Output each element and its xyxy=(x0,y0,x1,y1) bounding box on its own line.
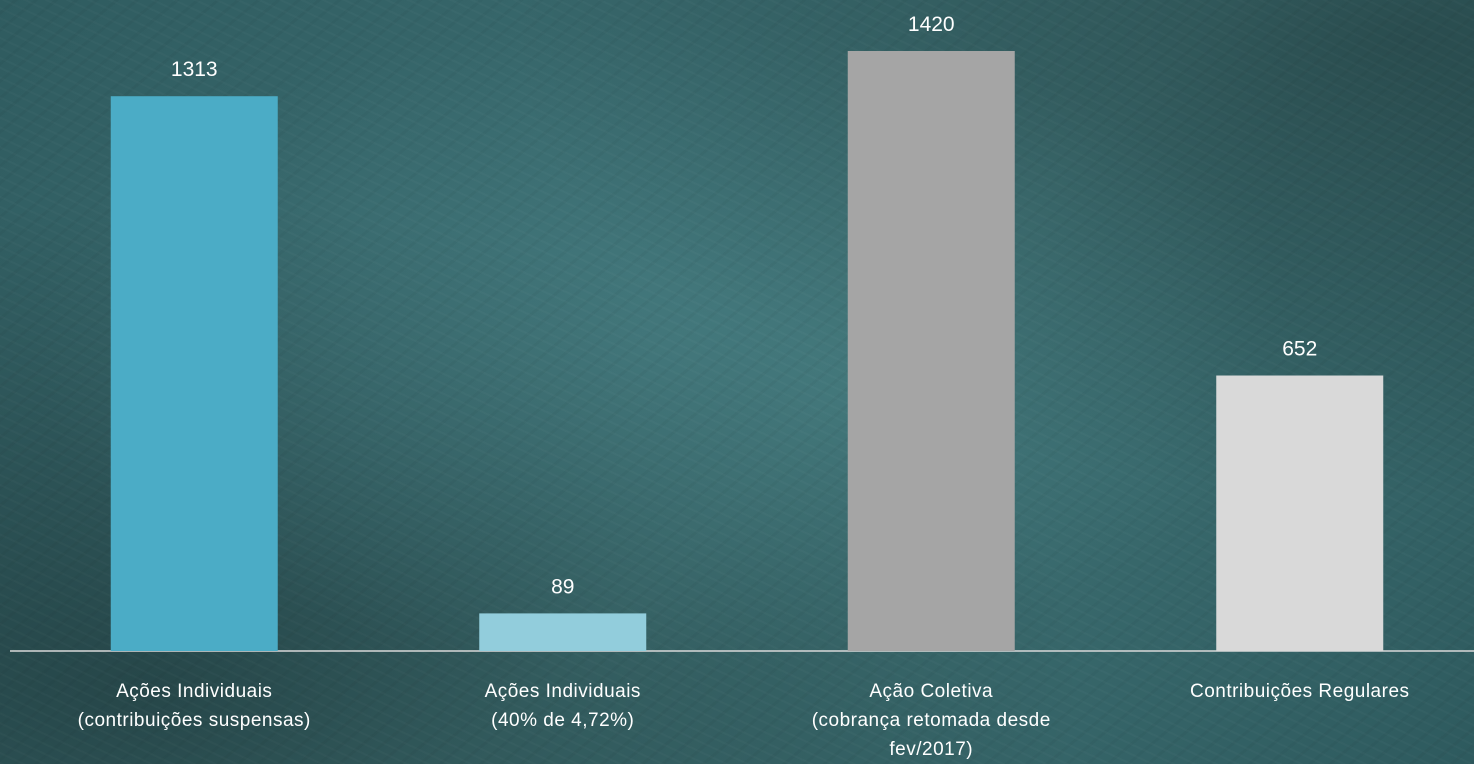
category-label-line: Ações Individuais xyxy=(485,681,641,702)
category-label-3: Ação Coletiva (cobrança retomada desde fev… xyxy=(812,681,1051,760)
category-label-4: Contribuições Regulares xyxy=(1190,681,1410,702)
bar-3 xyxy=(847,51,1015,651)
data-label-4: 652 xyxy=(1282,338,1317,361)
category-label-line: (contribuições suspensas) xyxy=(78,710,311,731)
category-label-line: fev/2017) xyxy=(889,739,973,760)
bar-group-2: 89 Ações Individuais (40% de 4,72%) xyxy=(479,575,647,731)
data-label-3: 1420 xyxy=(908,13,955,36)
bar-1 xyxy=(110,96,278,652)
bar-4 xyxy=(1216,375,1384,651)
category-label-2: Ações Individuais (40% de 4,72%) xyxy=(485,681,641,731)
category-label-line: Ação Coletiva xyxy=(869,681,993,702)
category-label-line: Contribuições Regulares xyxy=(1190,681,1410,702)
bar-group-1: 1313 Ações Individuais (contribuições susp… xyxy=(78,58,311,731)
bar-2 xyxy=(479,613,647,651)
data-label-1: 1313 xyxy=(171,58,218,81)
data-label-2: 89 xyxy=(551,575,574,598)
category-label-1: Ações Individuais (contribuições suspensa… xyxy=(78,681,311,731)
bar-group-4: 652 Contribuições Regulares xyxy=(1190,338,1410,702)
category-label-line: (cobrança retomada desde xyxy=(812,710,1051,731)
category-label-line: (40% de 4,72%) xyxy=(491,710,634,731)
bar-group-3: 1420 Ação Coletiva (cobrança retomada desd… xyxy=(812,13,1051,760)
category-label-line: Ações Individuais xyxy=(116,681,272,702)
